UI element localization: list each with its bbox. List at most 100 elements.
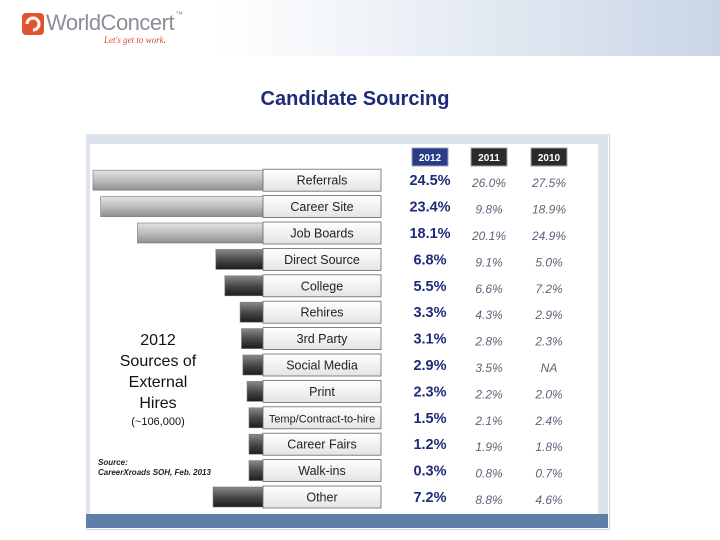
- bar-3: [215, 249, 264, 270]
- value-2010: 4.6%: [535, 493, 563, 507]
- value-2010: NA: [541, 361, 558, 375]
- category-label: Career Site: [290, 200, 353, 214]
- logo-tagline: Let's get to work.: [104, 35, 166, 45]
- value-2012: 6.8%: [413, 252, 446, 268]
- category-label: Job Boards: [290, 227, 353, 241]
- value-2012: 24.5%: [409, 173, 450, 189]
- value-2010: 27.5%: [531, 176, 566, 190]
- value-2011: 9.8%: [475, 203, 503, 217]
- category-label: 3rd Party: [297, 332, 348, 346]
- year-header-badge: [470, 147, 508, 167]
- source-text: CareerXroads SOH, Feb. 2013: [98, 468, 211, 477]
- value-2011: 8.8%: [475, 493, 503, 507]
- side-label-line-3: External: [128, 374, 188, 391]
- panel-right-edge: [598, 134, 608, 528]
- year-header-2012: 2012: [419, 153, 442, 164]
- value-2010: 2.0%: [534, 387, 563, 401]
- value-2011: 2.2%: [474, 387, 503, 401]
- value-2010: 18.9%: [532, 203, 566, 217]
- category-label: Print: [309, 385, 335, 399]
- source-label: Source:: [98, 458, 128, 467]
- category-label: Other: [306, 491, 337, 505]
- value-2012: 3.3%: [413, 305, 446, 321]
- value-2010: 24.9%: [531, 229, 566, 243]
- value-2012: 3.1%: [413, 332, 446, 348]
- bar-2: [137, 222, 264, 244]
- value-2010: 1.8%: [535, 440, 563, 454]
- side-label-line-1: 2012: [140, 332, 176, 349]
- value-2012: 1.5%: [413, 411, 446, 427]
- bar-1: [100, 196, 264, 217]
- bar-6: [241, 328, 264, 349]
- logo-text: WorldConcert™: [46, 10, 183, 35]
- bar-0: [92, 169, 264, 191]
- category-label: College: [301, 279, 343, 293]
- value-2011: 20.1%: [471, 229, 506, 243]
- bar-8: [246, 381, 264, 402]
- value-2010: 2.9%: [534, 308, 563, 322]
- bar-7: [242, 354, 264, 376]
- chart-source: Source: CareerXroads SOH, Feb. 2013: [98, 458, 211, 478]
- value-2011: 1.9%: [475, 440, 503, 454]
- logo-mark-icon: [22, 13, 44, 35]
- category-label-box: [262, 327, 382, 351]
- value-2011: 2.8%: [474, 335, 503, 349]
- category-label-box: [262, 195, 382, 219]
- value-2010: 0.7%: [535, 467, 563, 481]
- value-2010: 2.3%: [534, 335, 563, 349]
- panel-left-edge: [86, 134, 90, 528]
- value-2011: 9.1%: [475, 255, 503, 269]
- bar-12: [212, 486, 264, 508]
- value-2012: 2.9%: [413, 358, 446, 374]
- category-label: Career Fairs: [287, 438, 356, 452]
- value-2012: 0.3%: [413, 464, 446, 480]
- header-band: [0, 0, 720, 56]
- value-2011: 26.0%: [471, 176, 506, 190]
- panel-top-edge: [86, 134, 608, 144]
- category-label-box: [262, 379, 382, 403]
- value-2010: 7.2%: [535, 282, 563, 296]
- year-header-badge: [411, 147, 449, 167]
- value-2012: 18.1%: [409, 226, 450, 242]
- category-label: Direct Source: [284, 253, 360, 267]
- category-label-box: [262, 485, 382, 509]
- bar-10: [248, 433, 264, 455]
- slide-title: Candidate Sourcing: [260, 88, 450, 110]
- value-2011: 6.6%: [475, 282, 503, 296]
- category-label: Referrals: [297, 174, 348, 188]
- value-2010: 5.0%: [535, 255, 563, 269]
- category-label: Walk-ins: [298, 464, 345, 478]
- side-label-line-2: Sources of: [119, 353, 197, 370]
- category-label-box: [262, 274, 382, 298]
- category-label: Rehires: [300, 306, 343, 320]
- value-2011: 3.5%: [475, 361, 503, 375]
- category-label-box: [262, 168, 382, 192]
- value-2012: 5.5%: [413, 279, 446, 295]
- side-label-note: (~106,000): [131, 416, 185, 428]
- bar-4: [224, 275, 264, 297]
- bar-11: [248, 460, 264, 481]
- category-label-box: [262, 432, 382, 456]
- year-header-badge: [530, 147, 568, 167]
- value-2012: 1.2%: [413, 437, 446, 453]
- year-header-2010: 2010: [538, 153, 561, 164]
- category-label-box: [262, 459, 382, 483]
- category-label: Social Media: [286, 359, 358, 373]
- value-2011: 0.8%: [475, 467, 503, 481]
- value-2011: 2.1%: [474, 414, 503, 428]
- category-label-box: [262, 221, 382, 245]
- category-label: Temp/Contract-to-hire: [269, 413, 375, 425]
- bar-5: [239, 301, 264, 323]
- year-header-2011: 2011: [478, 153, 500, 164]
- value-2012: 23.4%: [409, 200, 450, 216]
- value-2012: 7.2%: [413, 490, 446, 506]
- value-2010: 2.4%: [534, 414, 563, 428]
- category-label-box: [262, 353, 382, 377]
- chart-side-label: 2012 Sources of External Hires (~106,000…: [98, 330, 218, 428]
- bar-9: [248, 407, 264, 429]
- value-2011: 4.3%: [475, 308, 503, 322]
- value-2012: 2.3%: [413, 384, 446, 400]
- category-label-box: [262, 406, 382, 430]
- category-label-box: [262, 247, 382, 271]
